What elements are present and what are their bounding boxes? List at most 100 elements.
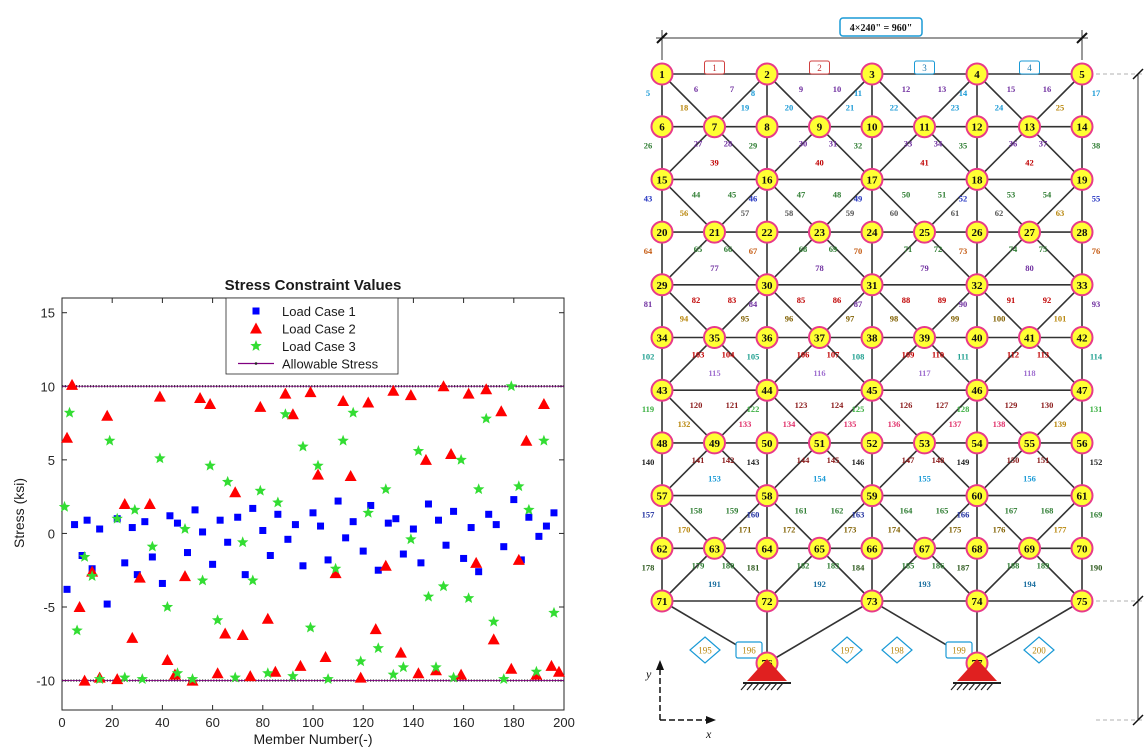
load-case-1-point — [234, 513, 242, 521]
node-label: 57 — [657, 491, 669, 503]
node-label: 31 — [867, 280, 878, 292]
node-circle — [1070, 378, 1094, 402]
load-case-3-point — [405, 533, 417, 545]
node-circle — [1018, 326, 1041, 349]
node-label: 62 — [657, 543, 669, 555]
node-label: 60 — [972, 491, 984, 503]
member-label: 95 — [741, 314, 750, 324]
load-case-1-point — [96, 525, 104, 533]
axis-x-label: x — [705, 727, 712, 741]
node-label: 4 — [974, 69, 980, 81]
load-case-3-point — [161, 601, 174, 612]
load-case-3-point — [287, 670, 299, 681]
load-case-3-point — [437, 580, 450, 592]
member-label: 113 — [1037, 350, 1049, 360]
node-circle — [755, 220, 779, 244]
load-case-3-point — [505, 380, 517, 392]
node-label: 2 — [764, 69, 770, 81]
load-case-3-point — [58, 500, 71, 512]
legend-box — [225, 297, 399, 375]
member-label: 66 — [724, 244, 733, 254]
member-label: 29 — [749, 141, 758, 151]
load-case-2-point — [487, 633, 500, 645]
member-label: 72 — [934, 244, 943, 254]
node-circle — [1070, 167, 1094, 191]
load-case-1-point — [317, 522, 325, 530]
load-case-1-point — [158, 579, 166, 587]
y-tick-label: -5 — [43, 600, 55, 615]
height-tick — [1132, 595, 1144, 607]
member-label: 177 — [1054, 524, 1068, 534]
support-hatch — [758, 682, 766, 691]
member-label: 124 — [831, 400, 845, 410]
load-case-1-point — [359, 547, 367, 555]
load-case-3-point — [337, 434, 349, 446]
node-label: 18 — [972, 174, 984, 186]
load-case-1-point — [291, 521, 299, 529]
member-label: 35 — [959, 141, 968, 151]
load-case-1-point — [249, 504, 257, 512]
member-label: 32 — [854, 141, 863, 151]
load-case-2-point — [394, 646, 407, 658]
member-label: 80 — [1025, 263, 1034, 273]
node-label: 59 — [867, 491, 879, 503]
member-label: 59 — [846, 208, 855, 218]
load-case-1-point — [417, 559, 425, 567]
node-label: 54 — [972, 438, 984, 450]
member-label: 130 — [1041, 400, 1054, 410]
member-label: 26 — [644, 141, 653, 151]
member-label: 83 — [728, 295, 737, 305]
load-case-1-point — [71, 521, 79, 529]
member-label: 86 — [833, 295, 842, 305]
node-circle — [860, 536, 884, 560]
load-case-2-point — [244, 670, 257, 682]
member-label: 187 — [957, 562, 971, 572]
node-label: 61 — [1077, 491, 1088, 503]
node-circle — [913, 115, 936, 139]
load-case-3-point — [329, 562, 342, 574]
node-circle — [965, 378, 989, 402]
member-label: 170 — [678, 524, 691, 534]
member-label: 50 — [902, 189, 911, 199]
member-label: 133 — [739, 419, 752, 429]
member-label: 60 — [890, 208, 899, 218]
member-label: 7 — [730, 84, 735, 94]
node-circle — [755, 589, 779, 613]
load-case-1-point — [83, 516, 91, 524]
load-case-3-point — [279, 408, 292, 420]
member-label: 92 — [1043, 295, 1052, 305]
legend-dot — [254, 362, 258, 365]
node-circle — [913, 220, 936, 244]
member-label: 88 — [902, 295, 911, 305]
node-label: 25 — [919, 227, 931, 239]
top-member-label: 2 — [817, 63, 822, 73]
node-circle — [860, 431, 884, 455]
node-circle — [913, 326, 936, 349]
top-member-box — [914, 60, 935, 75]
member-label: 94 — [680, 314, 689, 324]
node-circle — [860, 484, 884, 508]
load-case-2-point — [118, 498, 131, 509]
node-circle — [860, 273, 884, 297]
node-circle — [755, 167, 779, 191]
load-case-3-point — [498, 673, 510, 684]
member-label: 164 — [900, 506, 914, 516]
member-label: 160 — [747, 510, 760, 520]
load-case-1-point — [199, 528, 207, 536]
member-label: 144 — [797, 455, 811, 465]
member-label: 75 — [1039, 244, 1048, 254]
member-label: 28 — [724, 139, 733, 149]
node-circle — [1070, 431, 1094, 455]
member-label: 43 — [644, 193, 653, 203]
node-circle — [703, 220, 726, 244]
member-label: 104 — [722, 350, 736, 360]
node-circle — [860, 378, 884, 402]
top-member-box — [704, 60, 725, 75]
load-case-3-point — [530, 665, 543, 677]
node-label: 20 — [657, 227, 669, 239]
node-circle — [860, 115, 884, 139]
support-hatch — [770, 682, 778, 691]
member-label: 22 — [890, 103, 899, 113]
load-case-2-point — [254, 400, 267, 412]
